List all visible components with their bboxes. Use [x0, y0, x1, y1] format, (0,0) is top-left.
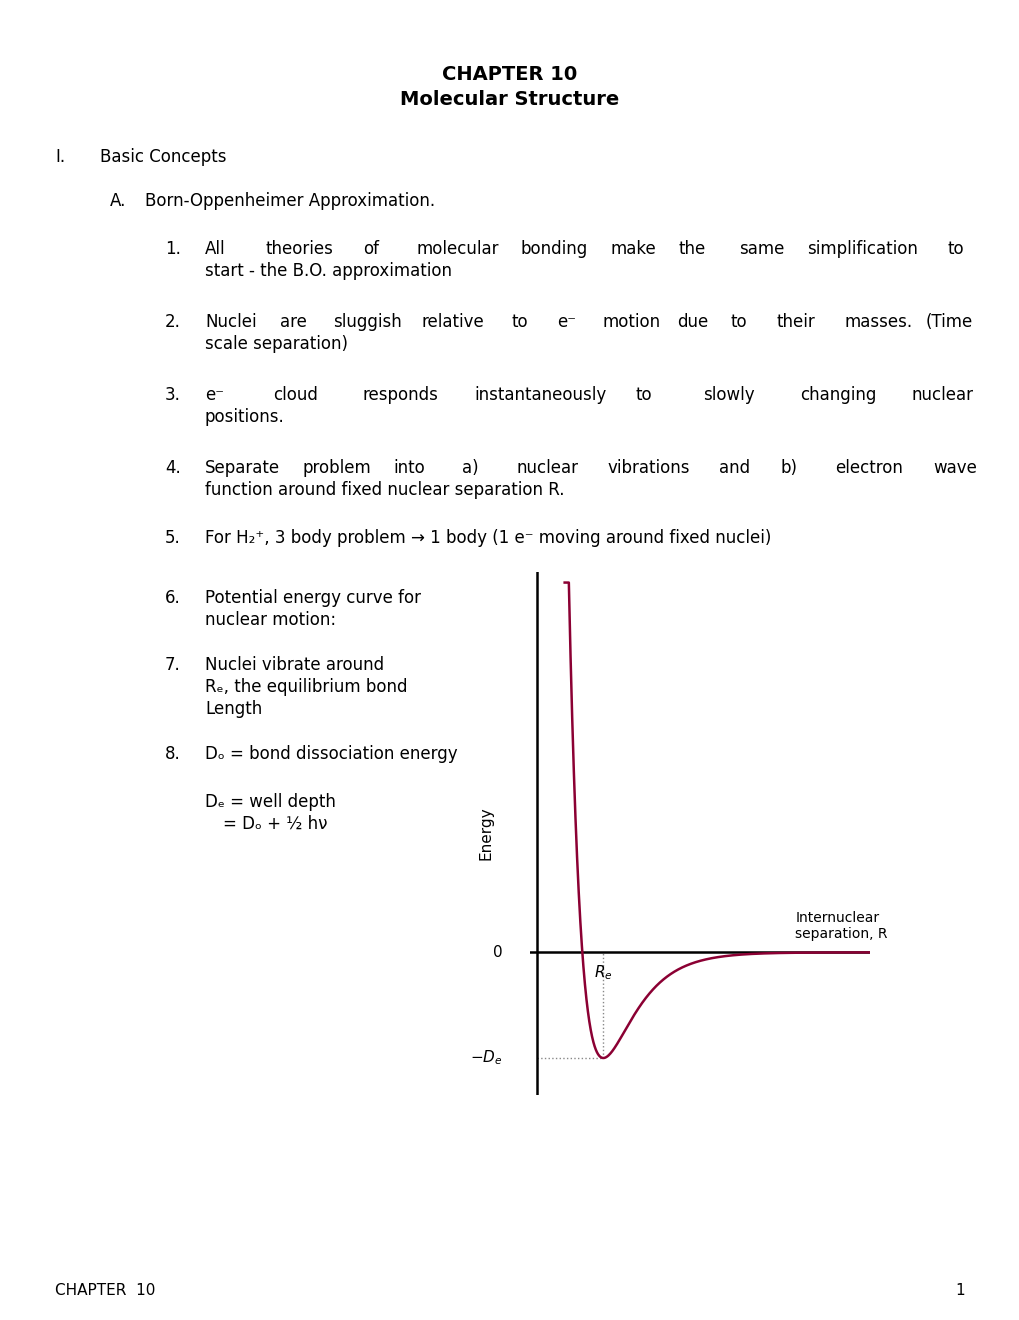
Text: 1.: 1. — [165, 240, 180, 257]
Text: bonding: bonding — [520, 240, 587, 257]
Text: molecular: molecular — [416, 240, 498, 257]
Text: into: into — [393, 459, 425, 477]
Text: to: to — [730, 313, 747, 331]
Text: $R_e$: $R_e$ — [593, 962, 612, 982]
Text: function around fixed nuclear separation R.: function around fixed nuclear separation… — [205, 480, 564, 499]
Text: due: due — [677, 313, 708, 331]
Text: e⁻: e⁻ — [205, 385, 224, 404]
Text: a): a) — [462, 459, 478, 477]
Text: e⁻: e⁻ — [556, 313, 576, 331]
Text: Molecular Structure: Molecular Structure — [400, 90, 619, 110]
Text: cloud: cloud — [273, 385, 318, 404]
Text: same: same — [739, 240, 784, 257]
Text: Nuclei: Nuclei — [205, 313, 257, 331]
Text: Potential energy curve for: Potential energy curve for — [205, 589, 421, 607]
Text: nuclear: nuclear — [911, 385, 973, 404]
Text: to: to — [635, 385, 651, 404]
Text: start - the B.O. approximation: start - the B.O. approximation — [205, 261, 451, 280]
Text: simplification: simplification — [807, 240, 917, 257]
Text: Nuclei vibrate around: Nuclei vibrate around — [205, 656, 384, 675]
Text: All: All — [205, 240, 225, 257]
Text: masses.: masses. — [844, 313, 911, 331]
Text: make: make — [609, 240, 655, 257]
Text: problem: problem — [303, 459, 371, 477]
Text: I.: I. — [55, 148, 65, 166]
Text: 1: 1 — [955, 1283, 964, 1298]
Text: Rₑ, the equilibrium bond: Rₑ, the equilibrium bond — [205, 678, 408, 696]
Text: scale separation): scale separation) — [205, 335, 347, 352]
Text: 8.: 8. — [165, 744, 180, 763]
Text: to: to — [511, 313, 527, 331]
Text: Dₑ = well depth: Dₑ = well depth — [205, 793, 335, 810]
Text: b): b) — [781, 459, 797, 477]
Text: sluggish: sluggish — [332, 313, 401, 331]
Text: vibrations: vibrations — [606, 459, 689, 477]
Text: Internuclear
separation, R: Internuclear separation, R — [795, 911, 887, 941]
Text: 4.: 4. — [165, 459, 180, 477]
Text: = Dₒ + ½ hν: = Dₒ + ½ hν — [223, 814, 327, 833]
Text: 5.: 5. — [165, 529, 180, 546]
Text: and: and — [718, 459, 750, 477]
Text: Basic Concepts: Basic Concepts — [100, 148, 226, 166]
Text: relative: relative — [422, 313, 484, 331]
Text: Length: Length — [205, 700, 262, 718]
Text: motion: motion — [602, 313, 660, 331]
Text: Energy: Energy — [478, 807, 493, 861]
Text: 6.: 6. — [165, 589, 180, 607]
Text: 7.: 7. — [165, 656, 180, 675]
Text: wave: wave — [932, 459, 976, 477]
Text: nuclear: nuclear — [517, 459, 578, 477]
Text: CHAPTER 10: CHAPTER 10 — [442, 65, 577, 84]
Text: CHAPTER  10: CHAPTER 10 — [55, 1283, 155, 1298]
Text: responds: responds — [363, 385, 438, 404]
Text: electron: electron — [835, 459, 903, 477]
Text: 2.: 2. — [165, 313, 180, 331]
Text: nuclear motion:: nuclear motion: — [205, 611, 336, 630]
Text: of: of — [363, 240, 378, 257]
Text: are: are — [279, 313, 307, 331]
Text: For H₂⁺, 3 body problem → 1 body (1 e⁻ moving around fixed nuclei): For H₂⁺, 3 body problem → 1 body (1 e⁻ m… — [205, 529, 770, 546]
Text: Separate: Separate — [205, 459, 280, 477]
Text: changing: changing — [800, 385, 876, 404]
Text: 3.: 3. — [165, 385, 180, 404]
Text: A.: A. — [110, 191, 126, 210]
Text: Dₒ = bond dissociation energy: Dₒ = bond dissociation energy — [205, 744, 458, 763]
Text: 0: 0 — [493, 945, 502, 960]
Text: (Time: (Time — [925, 313, 972, 331]
Text: their: their — [775, 313, 814, 331]
Text: slowly: slowly — [703, 385, 754, 404]
Text: the: the — [678, 240, 705, 257]
Text: to: to — [947, 240, 963, 257]
Text: $-D_e$: $-D_e$ — [470, 1048, 502, 1068]
Text: instantaneously: instantaneously — [474, 385, 605, 404]
Text: Born-Oppenheimer Approximation.: Born-Oppenheimer Approximation. — [145, 191, 435, 210]
Text: positions.: positions. — [205, 408, 284, 426]
Text: theories: theories — [266, 240, 333, 257]
